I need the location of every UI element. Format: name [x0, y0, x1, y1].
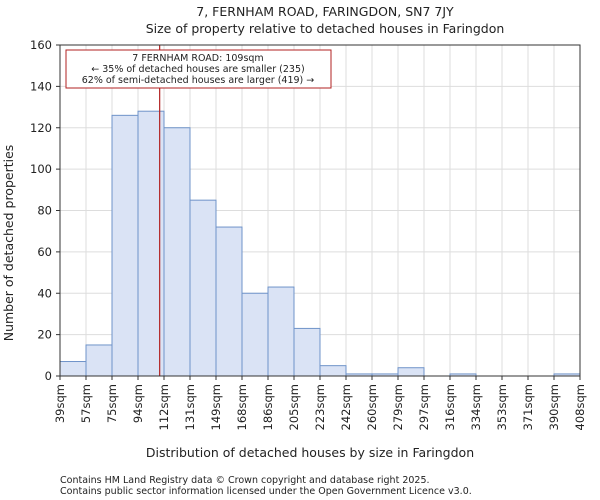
x-tick-label: 149sqm: [209, 384, 223, 430]
x-axis-label: Distribution of detached houses by size …: [146, 445, 474, 460]
x-tick-label: 112sqm: [157, 384, 171, 430]
bar-112sqm: [163, 127, 191, 377]
x-tick-label: 297sqm: [417, 384, 431, 430]
x-tick-label: 75sqm: [105, 384, 119, 423]
y-tick-label: 60: [37, 245, 52, 259]
bar-223sqm: [319, 365, 347, 377]
bar-279sqm: [397, 367, 425, 377]
annotation-box: [65, 49, 332, 89]
x-tick-label: 316sqm: [443, 384, 457, 430]
x-tick-label: 371sqm: [521, 384, 535, 430]
y-tick-label: 80: [37, 204, 52, 218]
chart-subtitle: Size of property relative to detached ho…: [146, 21, 505, 36]
annotation-line-1: 7 FERNHAM ROAD: 109sqm: [132, 53, 263, 64]
bar-205sqm: [293, 327, 321, 377]
bar-group: [59, 110, 581, 377]
x-tick-label: 260sqm: [365, 384, 379, 430]
y-tick-label: 160: [30, 38, 52, 52]
x-tick-label: 279sqm: [391, 384, 405, 430]
x-tick-label: 334sqm: [469, 384, 483, 430]
y-tick-label: 120: [30, 121, 52, 135]
chart-title: 7, FERNHAM ROAD, FARINGDON, SN7 7JY: [196, 4, 454, 19]
x-tick-label: 131sqm: [183, 384, 197, 430]
x-tick-label: 242sqm: [339, 384, 353, 430]
bar-149sqm: [215, 226, 243, 377]
x-tick-label: 408sqm: [573, 384, 587, 430]
y-tick-label: 40: [37, 286, 52, 300]
x-tick-label: 168sqm: [235, 384, 249, 430]
bar-57sqm: [85, 344, 113, 377]
x-tick-label: 186sqm: [261, 384, 275, 430]
y-axis-ticks: 0 20 40 60 80 100 120 140 160: [30, 38, 60, 383]
bar-131sqm: [189, 199, 217, 377]
x-tick-label: 57sqm: [79, 384, 93, 423]
y-tick-label: 100: [30, 162, 52, 176]
bar-39sqm: [59, 361, 87, 377]
annotation-line-2: ← 35% of detached houses are smaller (23…: [91, 64, 304, 75]
bar-75sqm: [111, 114, 139, 377]
annotation-line-3: 62% of semi-detached houses are larger (…: [82, 75, 315, 86]
y-tick-label: 0: [45, 369, 52, 383]
y-tick-label: 20: [37, 328, 52, 342]
y-axis-label: Number of detached properties: [1, 145, 16, 342]
x-tick-label: 39sqm: [53, 384, 67, 423]
bar-168sqm: [241, 292, 269, 377]
x-axis-ticks: 39sqm 57sqm 75sqm 94sqm 112sqm 131sqm 149sqm 16…: [53, 376, 587, 430]
x-tick-label: 390sqm: [547, 384, 561, 430]
footer-line-1: Contains HM Land Registry data © Crown c…: [60, 475, 430, 486]
x-tick-label: 223sqm: [313, 384, 327, 430]
bar-186sqm: [267, 286, 295, 377]
x-tick-label: 353sqm: [495, 384, 509, 430]
y-tick-label: 140: [30, 79, 52, 93]
annotation: 7 FERNHAM ROAD: 109sqm ← 35% of detached…: [65, 49, 332, 89]
footer-line-2: Contains public sector information licen…: [60, 486, 472, 497]
x-tick-label: 205sqm: [287, 384, 301, 430]
x-tick-label: 94sqm: [131, 384, 145, 423]
